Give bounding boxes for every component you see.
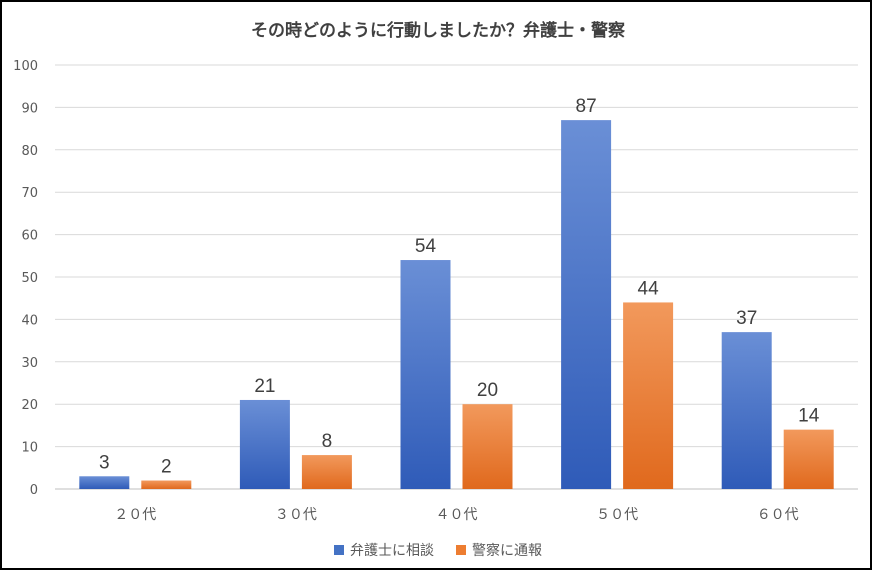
data-label-police: 14 xyxy=(798,406,820,427)
bar-lawyer xyxy=(721,332,772,489)
bar-lawyer xyxy=(79,476,130,489)
y-tick-label: 10 xyxy=(21,441,38,456)
data-label-lawyer: 3 xyxy=(99,452,110,473)
bar-lawyer xyxy=(561,120,612,490)
bar-police xyxy=(783,429,834,489)
y-tick-label: 100 xyxy=(13,59,38,74)
y-tick-label: 40 xyxy=(21,313,38,328)
legend-swatch-police xyxy=(456,545,466,555)
bar-lawyer xyxy=(239,399,290,489)
x-category-label: ４０代 xyxy=(436,507,478,523)
bar-lawyer xyxy=(400,260,451,489)
chart-legend: 弁護士に相談 警察に通報 xyxy=(2,540,872,560)
bar-police xyxy=(623,302,674,489)
y-tick-label: 50 xyxy=(21,271,38,286)
y-tick-label: 20 xyxy=(21,398,38,413)
y-tick-label: 30 xyxy=(21,356,38,371)
y-tick-label: 70 xyxy=(21,186,38,201)
data-label-police: 44 xyxy=(638,278,660,299)
y-tick-label: 60 xyxy=(21,229,38,244)
data-label-lawyer: 87 xyxy=(576,96,597,117)
data-label-lawyer: 54 xyxy=(415,236,437,257)
legend-label-lawyer: 弁護士に相談 xyxy=(350,543,434,559)
legend-label-police: 警察に通報 xyxy=(472,543,542,559)
x-category-label: ３０代 xyxy=(275,507,317,523)
data-label-police: 20 xyxy=(477,380,498,401)
x-category-label: ２０代 xyxy=(114,507,156,523)
legend-item-police: 警察に通報 xyxy=(456,540,542,560)
y-tick-label: 0 xyxy=(30,483,38,498)
legend-item-lawyer: 弁護士に相談 xyxy=(334,540,434,560)
y-tick-label: 80 xyxy=(21,144,38,159)
legend-swatch-lawyer xyxy=(334,545,344,555)
y-tick-label: 90 xyxy=(21,101,38,116)
data-label-police: 8 xyxy=(322,431,333,452)
bar-police xyxy=(462,404,513,489)
x-category-label: ５０代 xyxy=(596,507,638,523)
data-label-lawyer: 37 xyxy=(736,308,757,329)
data-label-lawyer: 21 xyxy=(254,376,275,397)
chart-title: その時どのように行動しましたか？弁護士・警察 xyxy=(251,21,625,41)
data-label-police: 2 xyxy=(161,457,172,478)
bar-police xyxy=(301,455,352,489)
bar-police xyxy=(141,480,192,489)
x-category-label: ６０代 xyxy=(757,507,799,523)
